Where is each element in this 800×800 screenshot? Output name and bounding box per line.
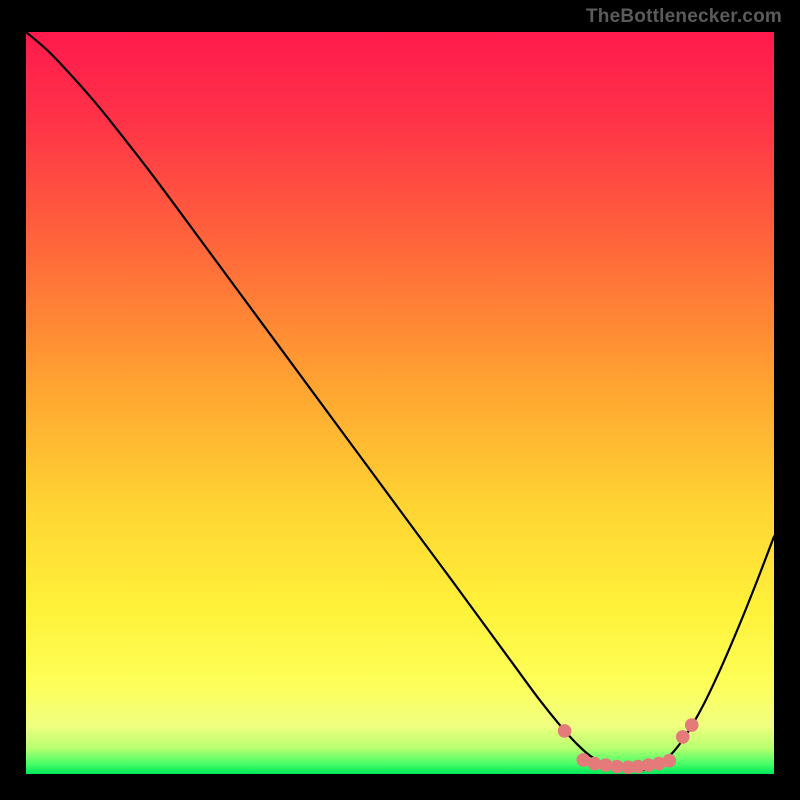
chart-background bbox=[26, 32, 774, 774]
range-dot bbox=[676, 730, 690, 744]
watermark-text: TheBottlenecker.com bbox=[586, 6, 782, 28]
range-dot bbox=[662, 754, 676, 768]
range-dot bbox=[685, 718, 699, 732]
range-dot bbox=[558, 724, 572, 738]
frame-left bbox=[0, 32, 26, 774]
frame-right bbox=[774, 32, 800, 774]
frame-bottom bbox=[0, 774, 800, 800]
bottleneck-chart bbox=[26, 32, 774, 774]
